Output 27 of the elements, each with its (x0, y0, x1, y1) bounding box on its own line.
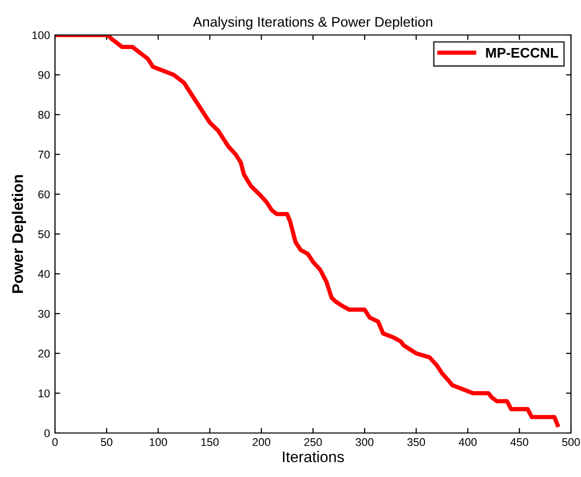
x-axis-title: Iterations (282, 450, 344, 462)
x-tick-label: 400 (458, 438, 477, 446)
y-tick-label: 70 (38, 150, 50, 159)
x-tick-label: 200 (252, 438, 270, 446)
x-tick-label: 350 (407, 438, 426, 446)
y-tick-label: 20 (38, 350, 50, 358)
y-tick-label: 60 (38, 190, 50, 198)
x-tick-label: 150 (201, 438, 219, 446)
y-tick-label: 50 (38, 230, 50, 238)
x-tick-label: 300 (356, 438, 374, 446)
y-tick-label: 10 (38, 389, 50, 398)
line-series (55, 35, 560, 428)
y-tick-label: 30 (38, 310, 50, 318)
x-tick-label: 0 (52, 438, 58, 446)
x-tick-label: 500 (562, 438, 580, 446)
y-tick-label: 100 (32, 31, 50, 40)
chart-title: Analysing Iterations & Power Depletion (192, 16, 432, 30)
x-tick-label: 450 (510, 438, 528, 446)
y-tick-label: 90 (38, 71, 50, 79)
x-tick-label: 100 (150, 438, 168, 446)
y-tick-label: 40 (38, 270, 50, 278)
y-axis-title: Power Depletion (12, 175, 26, 293)
x-tick-label: 250 (304, 438, 322, 446)
legend-label: MP-ECCNL (486, 48, 558, 58)
y-tick-label: 0 (44, 429, 50, 438)
y-tick-label: 80 (38, 110, 50, 119)
x-tick-label: 50 (100, 438, 112, 446)
